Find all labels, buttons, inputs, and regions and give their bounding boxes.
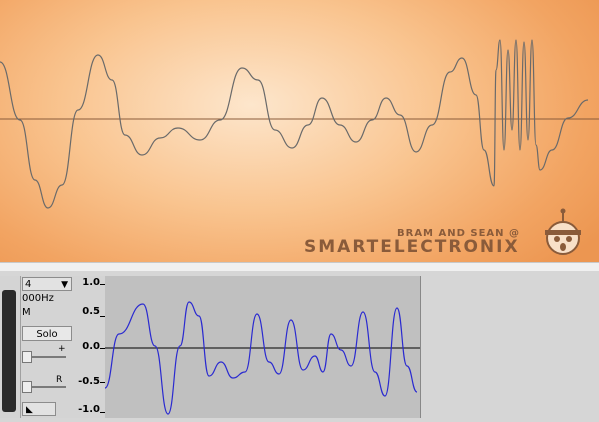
ruler-label-top: 1.0: [82, 277, 100, 288]
empty-track-area: [421, 276, 599, 418]
track-control-panel: 4 ▼ 000Hz M Solo + R ◣: [0, 276, 74, 418]
chevron-down-icon: ▼: [61, 280, 68, 290]
waveform-view[interactable]: [104, 276, 421, 418]
left-edge-strip: [0, 276, 21, 418]
ruler-label-bottom: -1.0: [78, 404, 100, 415]
solo-button[interactable]: Solo: [22, 326, 72, 341]
ruler-label-neg-half: -0.5: [78, 376, 100, 387]
banner-wave-path: [0, 39, 589, 209]
gain-slider[interactable]: [26, 356, 66, 358]
track-format: M: [22, 307, 31, 318]
track-menu-button[interactable]: 4 ▼: [22, 277, 72, 291]
brand-subtitle: BRAM AND SEAN @: [397, 228, 521, 239]
brand-title: SMARTELECTRONIX: [304, 237, 520, 257]
track-sample-rate: 000Hz: [22, 293, 54, 304]
ruler-label-half: 0.5: [82, 306, 100, 317]
gain-plus-label: +: [58, 344, 66, 354]
collapse-triangle-icon[interactable]: ◣: [22, 402, 56, 416]
track-waveform-path: [104, 301, 418, 415]
amplitude-ruler: 1.0 0.5 0.0 -0.5 -1.0: [74, 276, 106, 418]
gain-slider-thumb[interactable]: [22, 351, 32, 363]
pan-slider[interactable]: [26, 386, 66, 388]
pan-slider-thumb[interactable]: [22, 381, 32, 393]
ruler-label-zero: 0.0: [82, 341, 100, 352]
smartelectronix-logo-icon: [545, 208, 581, 255]
pan-right-label: R: [56, 375, 63, 385]
banner-waveform: [0, 39, 599, 209]
banner-bottom-edge: [0, 262, 599, 271]
track-menu-label: 4: [25, 279, 32, 290]
smartelectronix-banner: BRAM AND SEAN @ SMARTELECTRONIX: [0, 0, 599, 262]
waveform-graph: [104, 301, 420, 415]
